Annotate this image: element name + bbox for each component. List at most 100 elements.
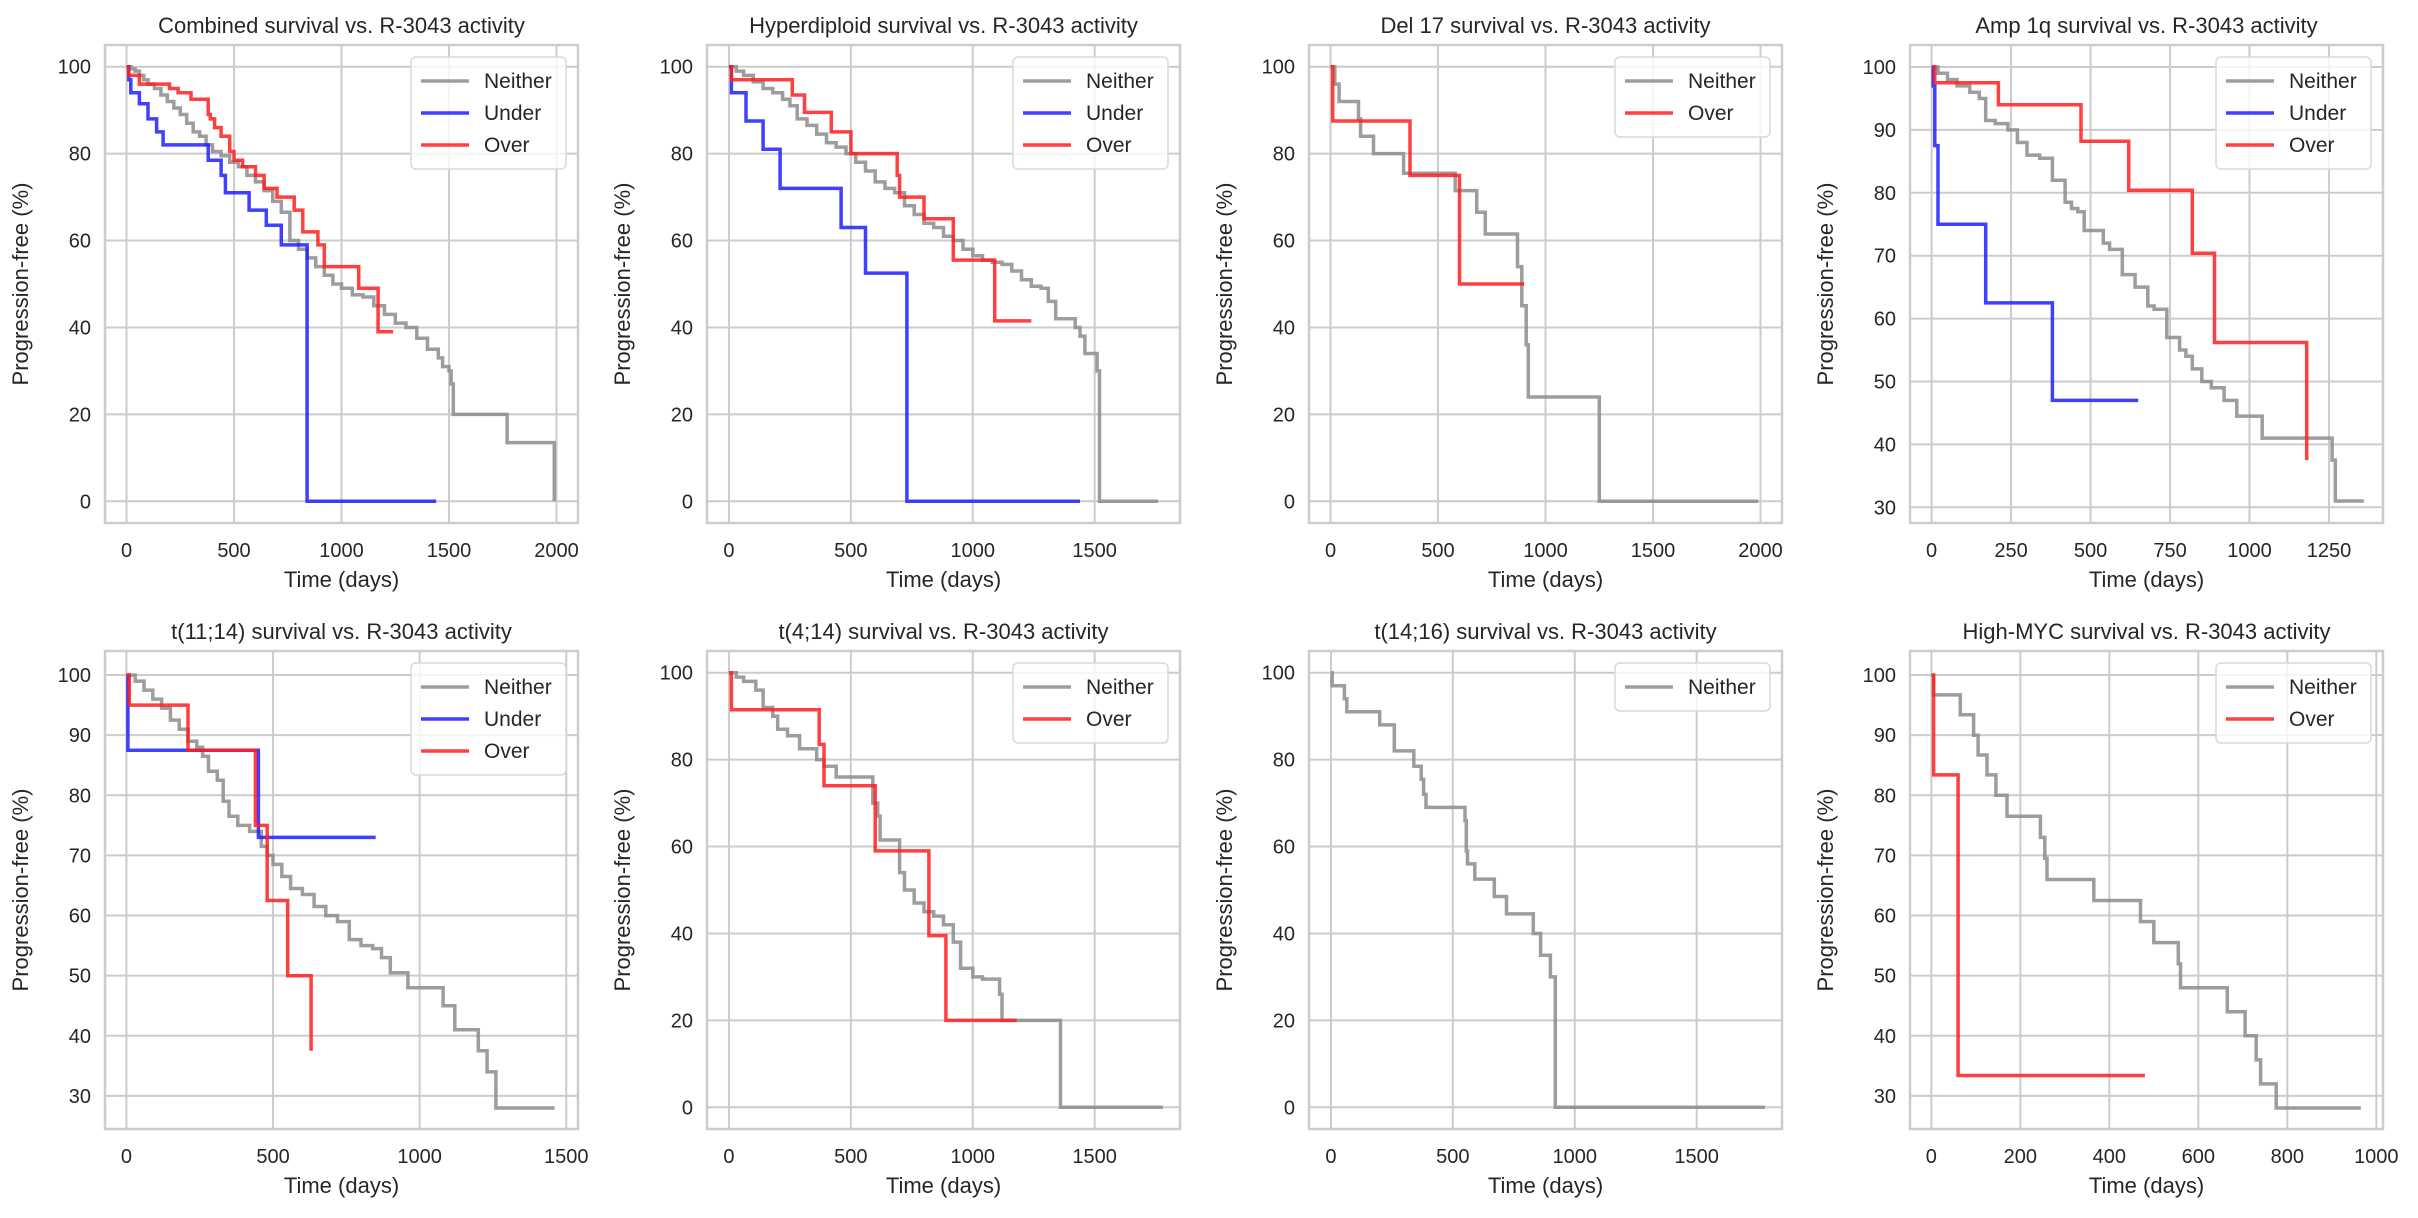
legend — [2215, 56, 2372, 170]
panel-5: 0 500 1000 1500 0 20 40 60 80 100 Neither Over t(4;1… — [610, 619, 1182, 1198]
axes-frame — [1908, 649, 2385, 1131]
legend — [1012, 662, 1169, 744]
axes-frame — [1307, 649, 1784, 1131]
x-tick-label: 0 — [723, 540, 734, 562]
y-tick-label: 70 — [1874, 845, 1896, 867]
x-axis-label: Time (days) — [2089, 567, 2204, 592]
x-tick-label: 400 — [2093, 1146, 2126, 1168]
legend-label-neither: Neither — [1086, 676, 1154, 699]
legend — [410, 56, 567, 170]
y-axis-label: Progression-free (%) — [610, 789, 635, 992]
y-tick-label: 30 — [1874, 1086, 1896, 1108]
y-tick-label: 80 — [69, 785, 91, 807]
y-tick-label: 0 — [682, 1097, 693, 1119]
y-tick-label: 0 — [1284, 1097, 1295, 1119]
x-tick-label: 0 — [1325, 1146, 1336, 1168]
y-tick-label: 60 — [1874, 906, 1896, 928]
series-line-neither — [1330, 64, 1759, 504]
panel-1: 0 500 1000 1500 0 20 40 60 80 100 Neither Under Over… — [610, 13, 1182, 592]
y-tick-label: 80 — [1273, 750, 1295, 772]
y-axis-label: Progression-free (%) — [8, 183, 33, 386]
panel-title: Amp 1q survival vs. R-3043 activity — [1975, 13, 2317, 38]
x-axis-label: Time (days) — [886, 1173, 1001, 1198]
panel-title: t(4;14) survival vs. R-3043 activity — [778, 619, 1108, 644]
y-tick-label: 70 — [69, 845, 91, 867]
y-tick-label: 100 — [1863, 57, 1896, 79]
x-tick-label: 1500 — [1072, 1146, 1117, 1168]
y-tick-label: 80 — [1874, 785, 1896, 807]
series-line-over — [1931, 673, 2145, 1078]
y-tick-label: 0 — [80, 491, 91, 513]
y-tick-label: 40 — [671, 923, 693, 945]
legend-label-over: Over — [1086, 134, 1132, 157]
y-tick-label: 50 — [69, 966, 91, 988]
y-tick-label: 100 — [1262, 57, 1295, 79]
y-tick-label: 40 — [1273, 317, 1295, 339]
series-line-neither — [126, 673, 555, 1110]
y-axis-label: Progression-free (%) — [1212, 183, 1237, 386]
x-tick-label: 0 — [1325, 540, 1336, 562]
y-tick-label: 60 — [1874, 309, 1896, 331]
series-line-over — [1330, 64, 1524, 286]
x-tick-label: 1500 — [427, 540, 472, 562]
series-line-under — [126, 64, 437, 504]
y-tick-label: 20 — [671, 404, 693, 426]
y-tick-label: 100 — [660, 57, 693, 79]
y-tick-label: 100 — [58, 665, 91, 687]
axes-frame — [1908, 43, 2385, 525]
panel-4: 0 500 1000 1500 30 40 50 60 70 80 90 100 Neither Unde… — [8, 619, 589, 1198]
x-tick-label: 500 — [256, 1146, 289, 1168]
x-tick-label: 1000 — [319, 540, 364, 562]
y-tick-label: 40 — [1273, 923, 1295, 945]
axes-frame — [705, 649, 1182, 1131]
x-tick-label: 1000 — [951, 540, 996, 562]
y-tick-label: 40 — [1874, 1026, 1896, 1048]
panel-title: High-MYC survival vs. R-3043 activity — [1963, 619, 2331, 644]
x-tick-label: 500 — [1436, 1146, 1469, 1168]
y-tick-label: 90 — [1874, 725, 1896, 747]
y-tick-label: 40 — [69, 317, 91, 339]
y-tick-label: 60 — [69, 231, 91, 253]
legend-label-neither: Neither — [2289, 70, 2357, 93]
legend — [2215, 662, 2372, 744]
y-tick-label: 20 — [1273, 1010, 1295, 1032]
y-tick-label: 100 — [660, 663, 693, 685]
y-tick-label: 80 — [671, 144, 693, 166]
legend-label-over: Over — [2289, 708, 2335, 731]
series-line-over — [126, 673, 313, 1051]
y-tick-label: 70 — [1874, 246, 1896, 268]
x-axis-label: Time (days) — [886, 567, 1001, 592]
y-tick-label: 60 — [1273, 231, 1295, 253]
y-tick-label: 40 — [671, 317, 693, 339]
legend-label-neither: Neither — [1688, 70, 1756, 93]
x-tick-label: 1000 — [397, 1146, 442, 1168]
x-axis-label: Time (days) — [1488, 1173, 1603, 1198]
legend-label-over: Over — [1086, 708, 1132, 731]
y-tick-label: 0 — [682, 491, 693, 513]
x-tick-label: 750 — [2153, 540, 2186, 562]
y-tick-label: 50 — [1874, 371, 1896, 393]
y-tick-label: 20 — [69, 404, 91, 426]
x-tick-label: 1000 — [2354, 1146, 2399, 1168]
x-tick-label: 1500 — [1631, 540, 1676, 562]
legend — [1614, 56, 1771, 138]
panel-title: Del 17 survival vs. R-3043 activity — [1380, 13, 1710, 38]
x-tick-label: 500 — [217, 540, 250, 562]
panel-title: Combined survival vs. R-3043 activity — [158, 13, 525, 38]
y-tick-label: 80 — [1273, 144, 1295, 166]
legend-label-neither: Neither — [1688, 676, 1756, 699]
series-line-neither — [1931, 65, 2364, 503]
x-tick-label: 200 — [2004, 1146, 2037, 1168]
x-tick-label: 1500 — [1072, 540, 1117, 562]
panel-title: t(11;14) survival vs. R-3043 activity — [171, 619, 512, 644]
legend-label-under: Under — [484, 708, 541, 731]
x-tick-label: 500 — [834, 540, 867, 562]
x-tick-label: 2000 — [534, 540, 579, 562]
plot-area — [1309, 651, 1782, 1129]
legend-label-over: Over — [484, 134, 530, 157]
legend-label-under: Under — [2289, 102, 2346, 125]
y-tick-label: 80 — [69, 144, 91, 166]
y-tick-label: 60 — [1273, 837, 1295, 859]
legend-label-over: Over — [2289, 134, 2335, 157]
